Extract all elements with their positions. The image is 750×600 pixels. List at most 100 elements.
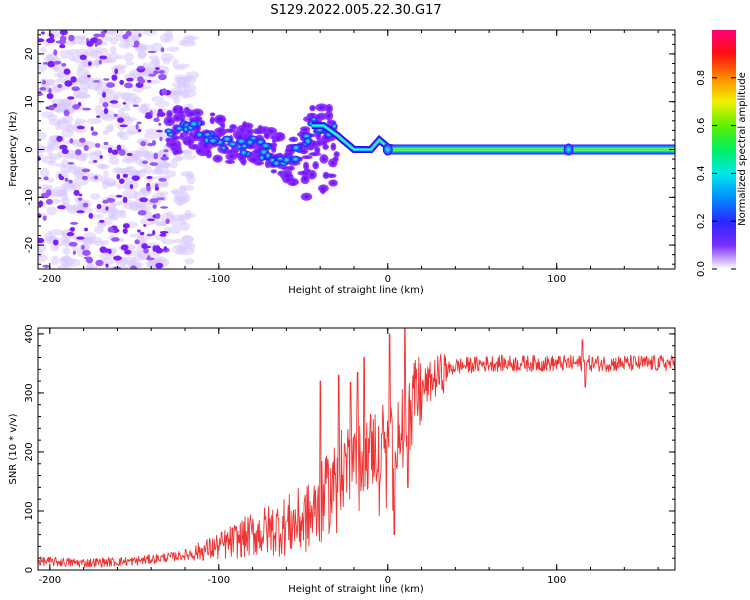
noise-speck <box>118 149 126 156</box>
noise-speck <box>135 123 139 130</box>
noise-haze <box>174 238 183 244</box>
noise-speck <box>134 239 140 245</box>
noise-haze <box>59 256 75 266</box>
y-tick-label: 0 <box>24 567 35 573</box>
noise-speck <box>156 129 163 133</box>
noise-speck <box>149 162 159 166</box>
noise-speck <box>161 88 167 95</box>
signal-blob <box>303 161 310 171</box>
signal-peak <box>207 137 218 144</box>
noise-speck <box>67 161 75 165</box>
colorbar: 0.0 0.2 0.4 0.6 0.8 Normalized spectral ampl… <box>696 30 748 277</box>
noise-speck <box>155 262 164 269</box>
noise-speck <box>38 200 44 207</box>
noise-speck <box>76 236 85 240</box>
noise-speck <box>157 108 163 115</box>
signal-blob <box>275 134 282 142</box>
noise-haze <box>38 144 46 154</box>
colorbar-label: Normalized spectral amplitude <box>737 72 748 226</box>
noise-speck <box>132 104 139 108</box>
signal-blob <box>286 165 295 171</box>
signal-blob <box>209 116 215 125</box>
noise-speck <box>41 31 45 35</box>
noise-haze <box>86 118 102 125</box>
noise-haze <box>186 174 196 185</box>
signal-blob <box>186 137 193 147</box>
noise-haze <box>178 39 187 46</box>
noise-speck <box>138 78 146 84</box>
noise-haze <box>182 83 197 93</box>
noise-haze <box>38 131 47 141</box>
signal-peak <box>331 123 338 130</box>
signal-blob <box>192 115 203 121</box>
noise-haze <box>38 254 48 263</box>
noise-haze <box>134 157 144 165</box>
carrier-blip <box>563 143 574 156</box>
noise-speck <box>59 144 68 150</box>
noise-speck <box>61 62 67 67</box>
noise-speck <box>137 229 141 233</box>
signal-peak <box>272 159 281 167</box>
noise-speck <box>49 33 55 39</box>
noise-haze <box>128 202 144 212</box>
noise-haze <box>38 176 44 182</box>
noise-haze <box>137 106 149 114</box>
noise-speck <box>100 30 106 38</box>
noise-speck <box>142 245 152 249</box>
colorbar-gradient <box>712 30 736 269</box>
x-tick-label: -100 <box>207 575 230 586</box>
noise-speck <box>151 139 156 147</box>
noise-speck <box>159 136 163 142</box>
noise-haze <box>47 177 55 183</box>
noise-speck <box>81 168 91 173</box>
noise-speck <box>145 112 152 116</box>
noise-speck <box>158 122 162 126</box>
x-tick-label: 100 <box>547 575 566 586</box>
noise-speck <box>84 227 89 232</box>
noise-haze <box>77 40 87 45</box>
noise-haze <box>175 194 191 204</box>
noise-haze <box>151 96 165 103</box>
signal-blob <box>223 128 237 133</box>
noise-haze <box>53 186 68 195</box>
noise-speck <box>58 173 62 179</box>
noise-haze <box>178 184 195 191</box>
noise-speck <box>138 33 142 38</box>
noise-speck <box>43 62 49 65</box>
carrier-band <box>387 144 675 155</box>
noise-speck <box>91 131 98 136</box>
noise-haze <box>39 47 47 53</box>
signal-peak <box>240 143 249 149</box>
noise-haze <box>79 153 91 158</box>
noise-speck <box>158 177 167 182</box>
noise-haze <box>38 243 47 253</box>
noise-speck <box>102 101 109 108</box>
x-tick-label: -200 <box>38 575 61 586</box>
signal-peak <box>220 145 227 151</box>
noise-speck <box>122 196 128 204</box>
signal-peak <box>236 137 247 145</box>
signal-peak <box>303 137 312 146</box>
signal-peak <box>260 142 271 149</box>
signal-peak <box>290 155 301 163</box>
noise-haze <box>89 193 101 200</box>
noise-speck <box>137 210 147 216</box>
noise-speck <box>114 68 119 75</box>
signal-peak <box>264 151 272 160</box>
noise-haze <box>166 46 180 52</box>
noise-speck <box>159 233 167 237</box>
noise-speck <box>85 256 94 264</box>
noise-speck <box>118 178 125 184</box>
noise-haze <box>112 167 124 174</box>
noise-speck <box>47 60 56 68</box>
signal-blob <box>319 184 327 195</box>
signal-blob <box>299 126 311 133</box>
noise-speck <box>88 212 94 219</box>
noise-haze <box>159 213 175 222</box>
noise-speck <box>53 60 62 65</box>
noise-speck <box>107 248 112 255</box>
noise-speck <box>76 210 85 214</box>
noise-speck <box>116 144 122 152</box>
colorbar-tick-label: 0.2 <box>696 213 707 229</box>
signal-blob <box>297 170 310 176</box>
